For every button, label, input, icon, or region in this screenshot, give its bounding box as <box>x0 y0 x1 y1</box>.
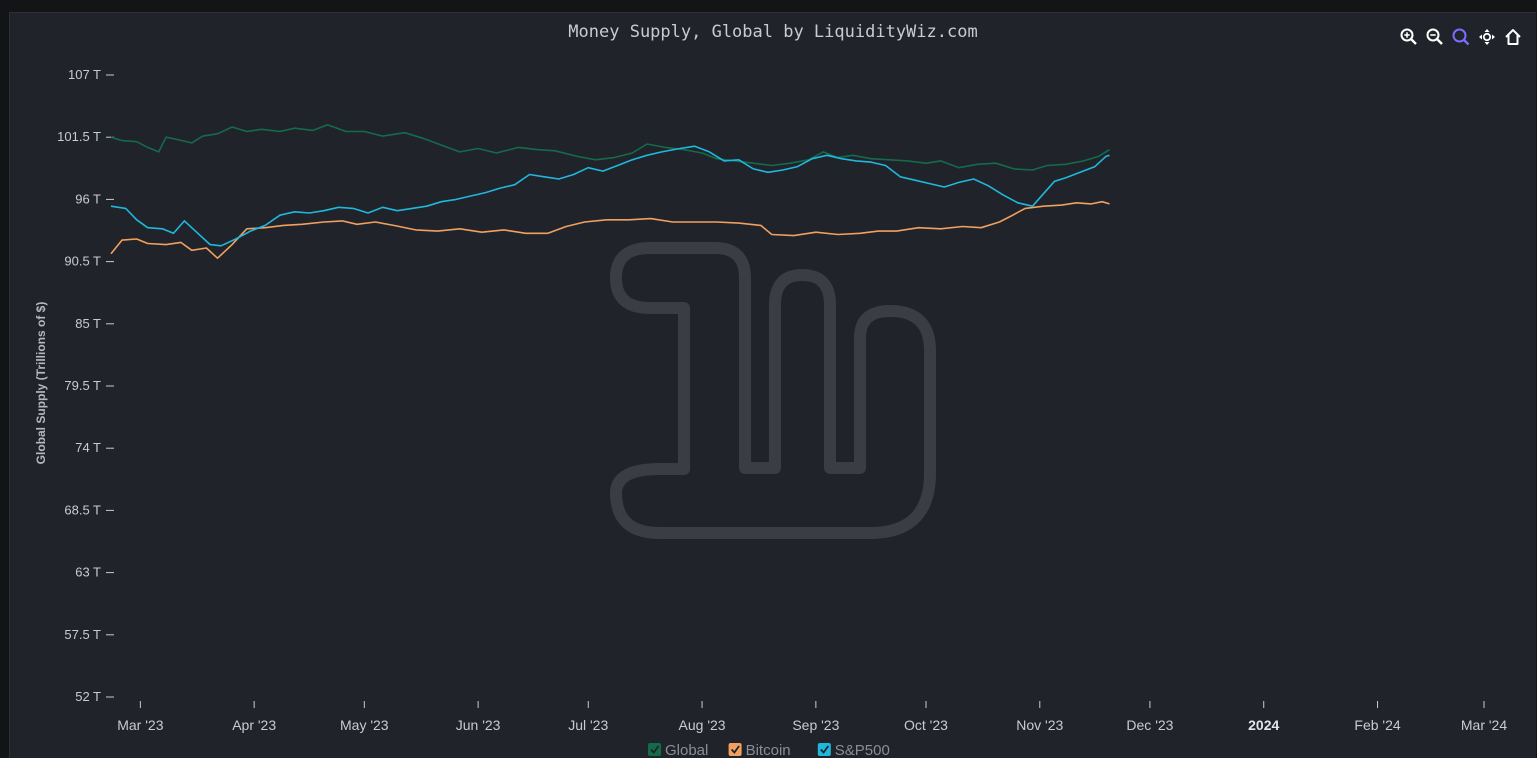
check-icon <box>820 745 830 754</box>
legend-item-bitcoin[interactable]: Bitcoin <box>728 742 791 758</box>
x-tick-label: Mar '24 <box>1461 717 1507 733</box>
legend-checkbox[interactable] <box>728 743 742 756</box>
chart-canvas: Money Supply, Global by LiquidityWiz.com… <box>34 22 1507 758</box>
y-tick-label: 74 T <box>75 440 101 455</box>
y-tick-label: 68.5 T <box>64 502 101 517</box>
selection-zoom-button[interactable] <box>1452 28 1470 46</box>
y-tick-label: 79.5 T <box>64 378 101 393</box>
chart-toolbar <box>1400 28 1522 46</box>
zoom-in-button[interactable] <box>1400 28 1418 46</box>
y-tick-label: 57.5 T <box>64 627 101 642</box>
series-line-s-p500 <box>110 145 1110 247</box>
x-tick-label: May '23 <box>340 717 389 733</box>
y-axis: 52 T 57.5 T 63 T 68.5 T 74 T 79.5 T 85 T 90.5 T… <box>57 67 114 704</box>
y-tick-label: 96 T <box>75 191 101 206</box>
x-tick-label: Feb '24 <box>1354 717 1400 733</box>
legend-item-s-p500[interactable]: S&P500 <box>817 742 890 758</box>
zoom-in-icon <box>1400 28 1417 45</box>
y-tick-label: 107 T <box>68 67 101 82</box>
y-tick-label: 63 T <box>75 565 101 580</box>
legend-checkbox[interactable] <box>648 743 661 756</box>
x-tick-label: Dec '23 <box>1126 717 1173 733</box>
y-tick-label: 90.5 T <box>64 254 101 269</box>
legend-label: Bitcoin <box>746 742 791 758</box>
x-tick-label: Aug '23 <box>679 717 726 733</box>
x-tick-label: Sep '23 <box>792 717 839 733</box>
chart-title: Money Supply, Global by LiquidityWiz.com <box>568 22 977 42</box>
pan-icon <box>1479 29 1495 45</box>
watermark-logo <box>610 242 936 539</box>
chart-panel: Money Supply, Global by LiquidityWiz.com… <box>9 12 1536 758</box>
legend-item-global[interactable]: Global <box>648 742 708 758</box>
y-tick-label: 85 T <box>75 316 101 331</box>
reset-zoom-home-button[interactable] <box>1504 28 1522 46</box>
y-axis-label: Global Supply (Trillions of $) <box>34 302 48 465</box>
x-axis: Mar '23 Apr '23 May '23 Jun '23 Jul '23 Aug '… <box>117 701 1507 733</box>
legend-checkbox[interactable] <box>817 743 831 756</box>
series-layer <box>110 124 1110 259</box>
zoom-out-button[interactable] <box>1426 28 1444 46</box>
x-tick-label: Apr '23 <box>232 717 276 733</box>
reset-zoom-home-icon <box>1505 29 1521 45</box>
x-tick-label: Nov '23 <box>1016 717 1063 733</box>
pan-button[interactable] <box>1478 28 1496 46</box>
legend: Global Bitcoin S&P500 <box>648 742 890 758</box>
x-tick-label: Jul '23 <box>568 717 608 733</box>
series-line-bitcoin <box>110 200 1110 259</box>
series-line-global <box>110 124 1110 171</box>
x-tick-label: 2024 <box>1248 717 1279 733</box>
zoom-out-icon <box>1426 28 1443 45</box>
check-icon <box>730 745 740 754</box>
check-icon <box>650 745 660 754</box>
legend-label: S&P500 <box>835 742 890 758</box>
legend-label: Global <box>665 742 708 758</box>
x-tick-label: Mar '23 <box>117 717 163 733</box>
x-tick-label: Jun '23 <box>456 717 501 733</box>
selection-zoom-icon <box>1452 28 1470 46</box>
y-tick-label: 101.5 T <box>57 129 101 144</box>
x-tick-label: Oct '23 <box>904 717 948 733</box>
y-tick-label: 52 T <box>75 689 101 704</box>
